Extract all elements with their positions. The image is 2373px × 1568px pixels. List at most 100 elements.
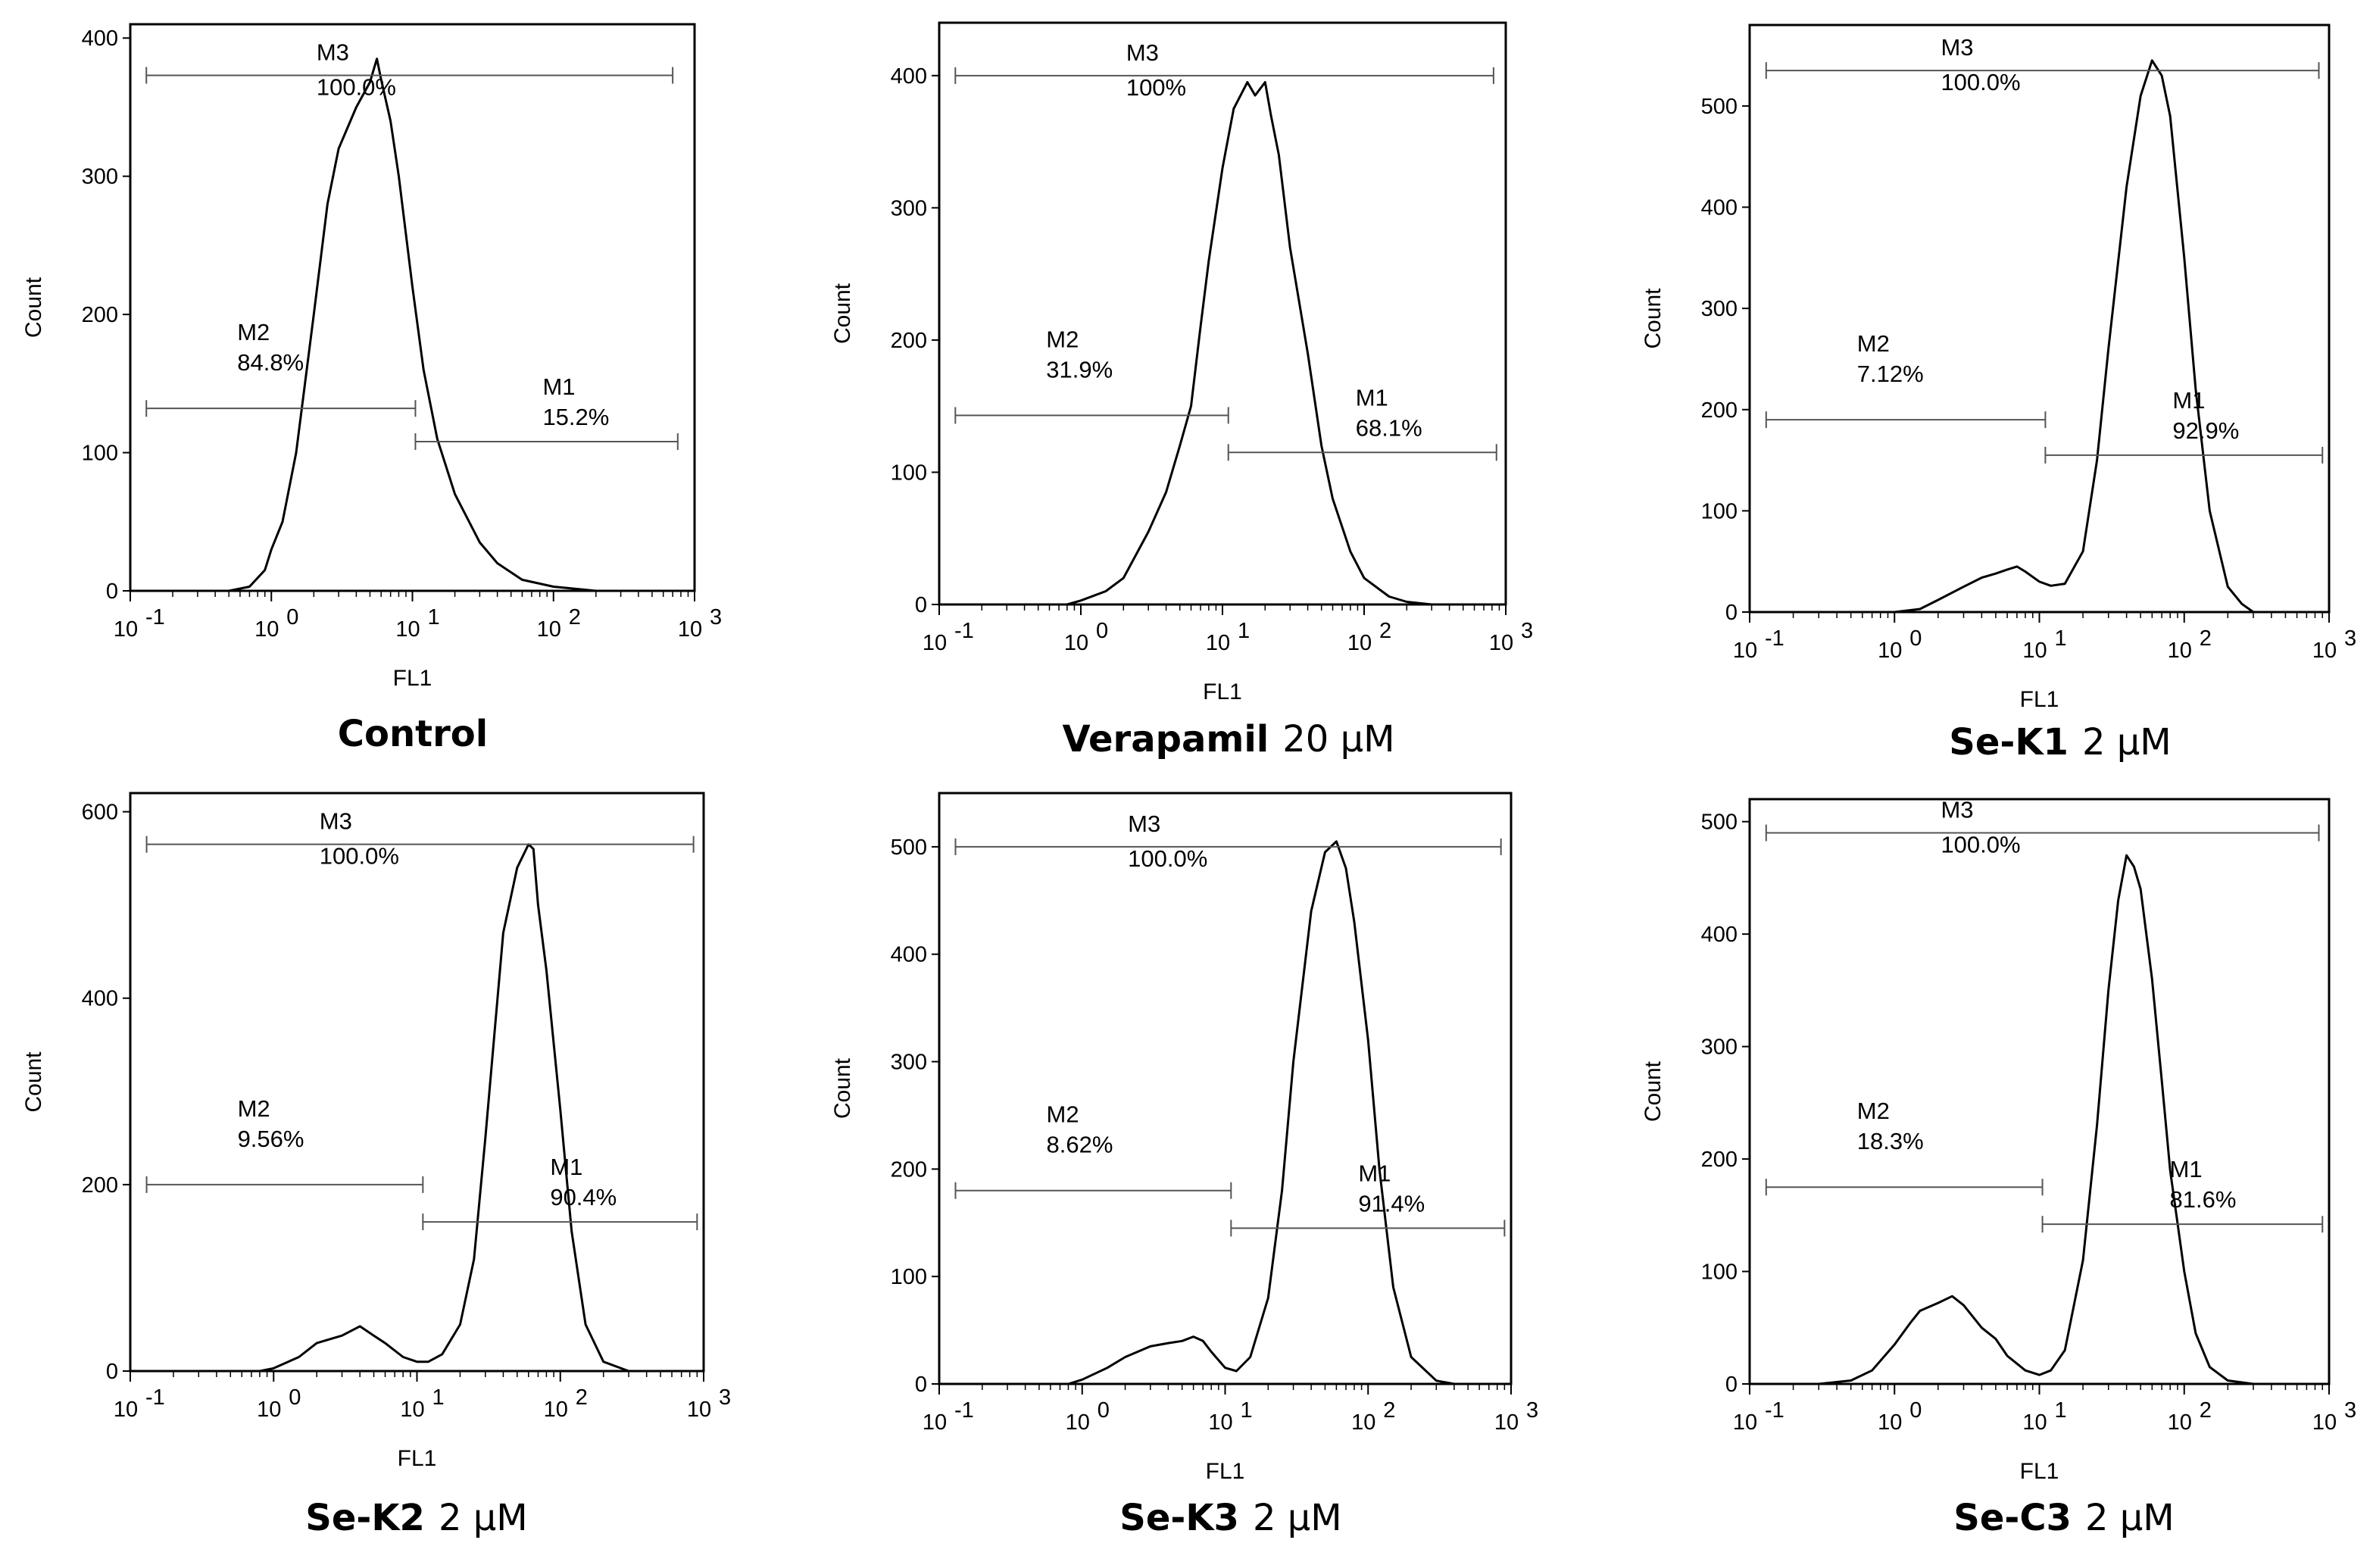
y-tick-label: 400 — [891, 64, 927, 89]
x-tick-label: 10 — [1351, 1410, 1375, 1435]
y-tick-label: 500 — [1701, 811, 1738, 835]
x-tick-label: 10 — [923, 1410, 947, 1435]
x-tick-exponent: 1 — [1241, 1398, 1253, 1423]
y-tick-label: 100 — [891, 1265, 927, 1289]
x-tick-exponent: 3 — [1521, 619, 1533, 643]
x-tick-label: 10 — [2168, 639, 2192, 663]
gate-m3-name: M3 — [1941, 34, 1973, 61]
x-tick-exponent: 1 — [2055, 626, 2067, 651]
x-axis-label: FL1 — [1206, 1459, 1245, 1484]
gate-m2-name: M2 — [1857, 1098, 1890, 1124]
gate-m1-name: M1 — [1358, 1160, 1391, 1186]
x-tick-label: 10 — [1489, 631, 1513, 655]
panel-caption: Se-K2 2 μM — [305, 1497, 527, 1539]
x-tick-exponent: -1 — [145, 1385, 165, 1410]
gate-m2-percent: 31.9% — [1046, 356, 1113, 383]
y-tick-label: 0 — [915, 1373, 927, 1397]
x-tick-label: 10 — [1347, 631, 1372, 655]
x-tick-label: 10 — [2022, 1410, 2047, 1435]
x-axis-label: FL1 — [398, 1446, 437, 1471]
x-tick-exponent: 2 — [2200, 1398, 2212, 1423]
y-tick-label: 0 — [106, 579, 118, 604]
x-tick-label: 10 — [1206, 631, 1230, 655]
gate-m3-name: M3 — [1941, 797, 1973, 823]
x-tick-exponent: 2 — [576, 1385, 588, 1410]
x-tick-label: 10 — [1733, 639, 1757, 663]
gate-m1-name: M1 — [2172, 387, 2205, 414]
y-axis-label: Count — [1641, 288, 1666, 349]
caption-dose: 2 μM — [1253, 1497, 1342, 1539]
y-tick-label: 0 — [915, 593, 927, 617]
gate-m2-name: M2 — [237, 319, 270, 345]
x-tick-exponent: 1 — [432, 1385, 445, 1410]
gate-m3-percent: 100.0% — [1941, 832, 2020, 858]
x-tick-label: 10 — [687, 1398, 711, 1422]
y-tick-label: 300 — [82, 165, 118, 189]
x-tick-exponent: -1 — [954, 1398, 974, 1423]
gate-m3-name: M3 — [1126, 39, 1159, 66]
y-tick-label: 300 — [891, 1051, 927, 1075]
x-tick-exponent: -1 — [1765, 626, 1784, 651]
x-tick-exponent: 0 — [1909, 1398, 1922, 1423]
x-tick-label: 10 — [1066, 1410, 1090, 1435]
x-tick-label: 10 — [544, 1398, 568, 1422]
gate-m3-name: M3 — [317, 39, 349, 66]
y-tick-label: 200 — [1701, 1148, 1738, 1172]
y-tick-label: 200 — [82, 1173, 118, 1198]
y-tick-label: 200 — [1701, 398, 1738, 423]
gate-m1-name: M1 — [2170, 1156, 2203, 1182]
x-axis-label: FL1 — [2020, 1459, 2059, 1484]
x-tick-exponent: 0 — [286, 605, 298, 629]
plot-frame — [129, 792, 705, 1373]
x-tick-label: 10 — [114, 1398, 138, 1422]
gate-m1-percent: 92.9% — [2172, 417, 2239, 444]
y-tick-label: 0 — [1725, 1373, 1738, 1397]
y-axis-label: Count — [1641, 1060, 1666, 1122]
histogram-curve — [1750, 854, 2329, 1385]
y-tick-label: 400 — [1701, 923, 1738, 947]
gate-m3-percent: 100.0% — [1128, 845, 1207, 872]
y-tick-label: 500 — [1701, 95, 1738, 119]
x-tick-exponent: -1 — [145, 605, 165, 629]
gate-m2-name: M2 — [1857, 330, 1890, 357]
x-tick-label: 10 — [678, 617, 702, 642]
panel-caption: Se-K3 2 μM — [1119, 1497, 1341, 1539]
plot-frame — [938, 21, 1507, 606]
panel-caption: Verapamil 20 μM — [1062, 718, 1394, 761]
chart-panel-4: 0 200 400 600 10 -1 10 0 10 1 10 2 10 3 FL1 Count M3 100.… — [21, 792, 731, 1539]
x-axis-label: FL1 — [393, 666, 432, 691]
x-tick-label: 10 — [1494, 1410, 1519, 1435]
plot-frame — [129, 23, 696, 592]
gate-m2-percent: 8.62% — [1047, 1132, 1113, 1158]
x-tick-label: 10 — [1878, 639, 1902, 663]
x-tick-exponent: 2 — [569, 605, 581, 629]
y-tick-label: 300 — [1701, 297, 1738, 321]
caption-compound: Control — [338, 713, 488, 755]
x-tick-exponent: 3 — [2344, 1398, 2356, 1423]
gate-m2-name: M2 — [238, 1095, 270, 1122]
x-tick-label: 10 — [1733, 1410, 1757, 1435]
caption-compound: Se-K2 — [305, 1497, 425, 1539]
y-tick-label: 100 — [1701, 499, 1738, 523]
x-tick-label: 10 — [257, 1398, 281, 1422]
x-tick-label: 10 — [114, 617, 138, 642]
caption-dose: 2 μM — [2082, 721, 2172, 764]
gate-m1-percent: 90.4% — [550, 1184, 617, 1210]
x-tick-label: 10 — [537, 617, 561, 642]
y-axis-label: Count — [830, 283, 855, 344]
x-tick-label: 10 — [2312, 1410, 2337, 1435]
panel-caption: Control — [338, 713, 488, 755]
x-tick-exponent: 3 — [1526, 1398, 1538, 1423]
caption-compound: Se-K3 — [1119, 1497, 1239, 1539]
y-tick-label: 500 — [891, 836, 927, 860]
histogram-curve — [1750, 59, 2329, 614]
y-tick-label: 200 — [82, 303, 118, 327]
caption-dose: 20 μM — [1282, 718, 1394, 761]
gate-m3-percent: 100.0% — [320, 843, 399, 870]
gate-m3-percent: 100.0% — [1941, 69, 2020, 95]
caption-dose: 2 μM — [439, 1497, 528, 1539]
